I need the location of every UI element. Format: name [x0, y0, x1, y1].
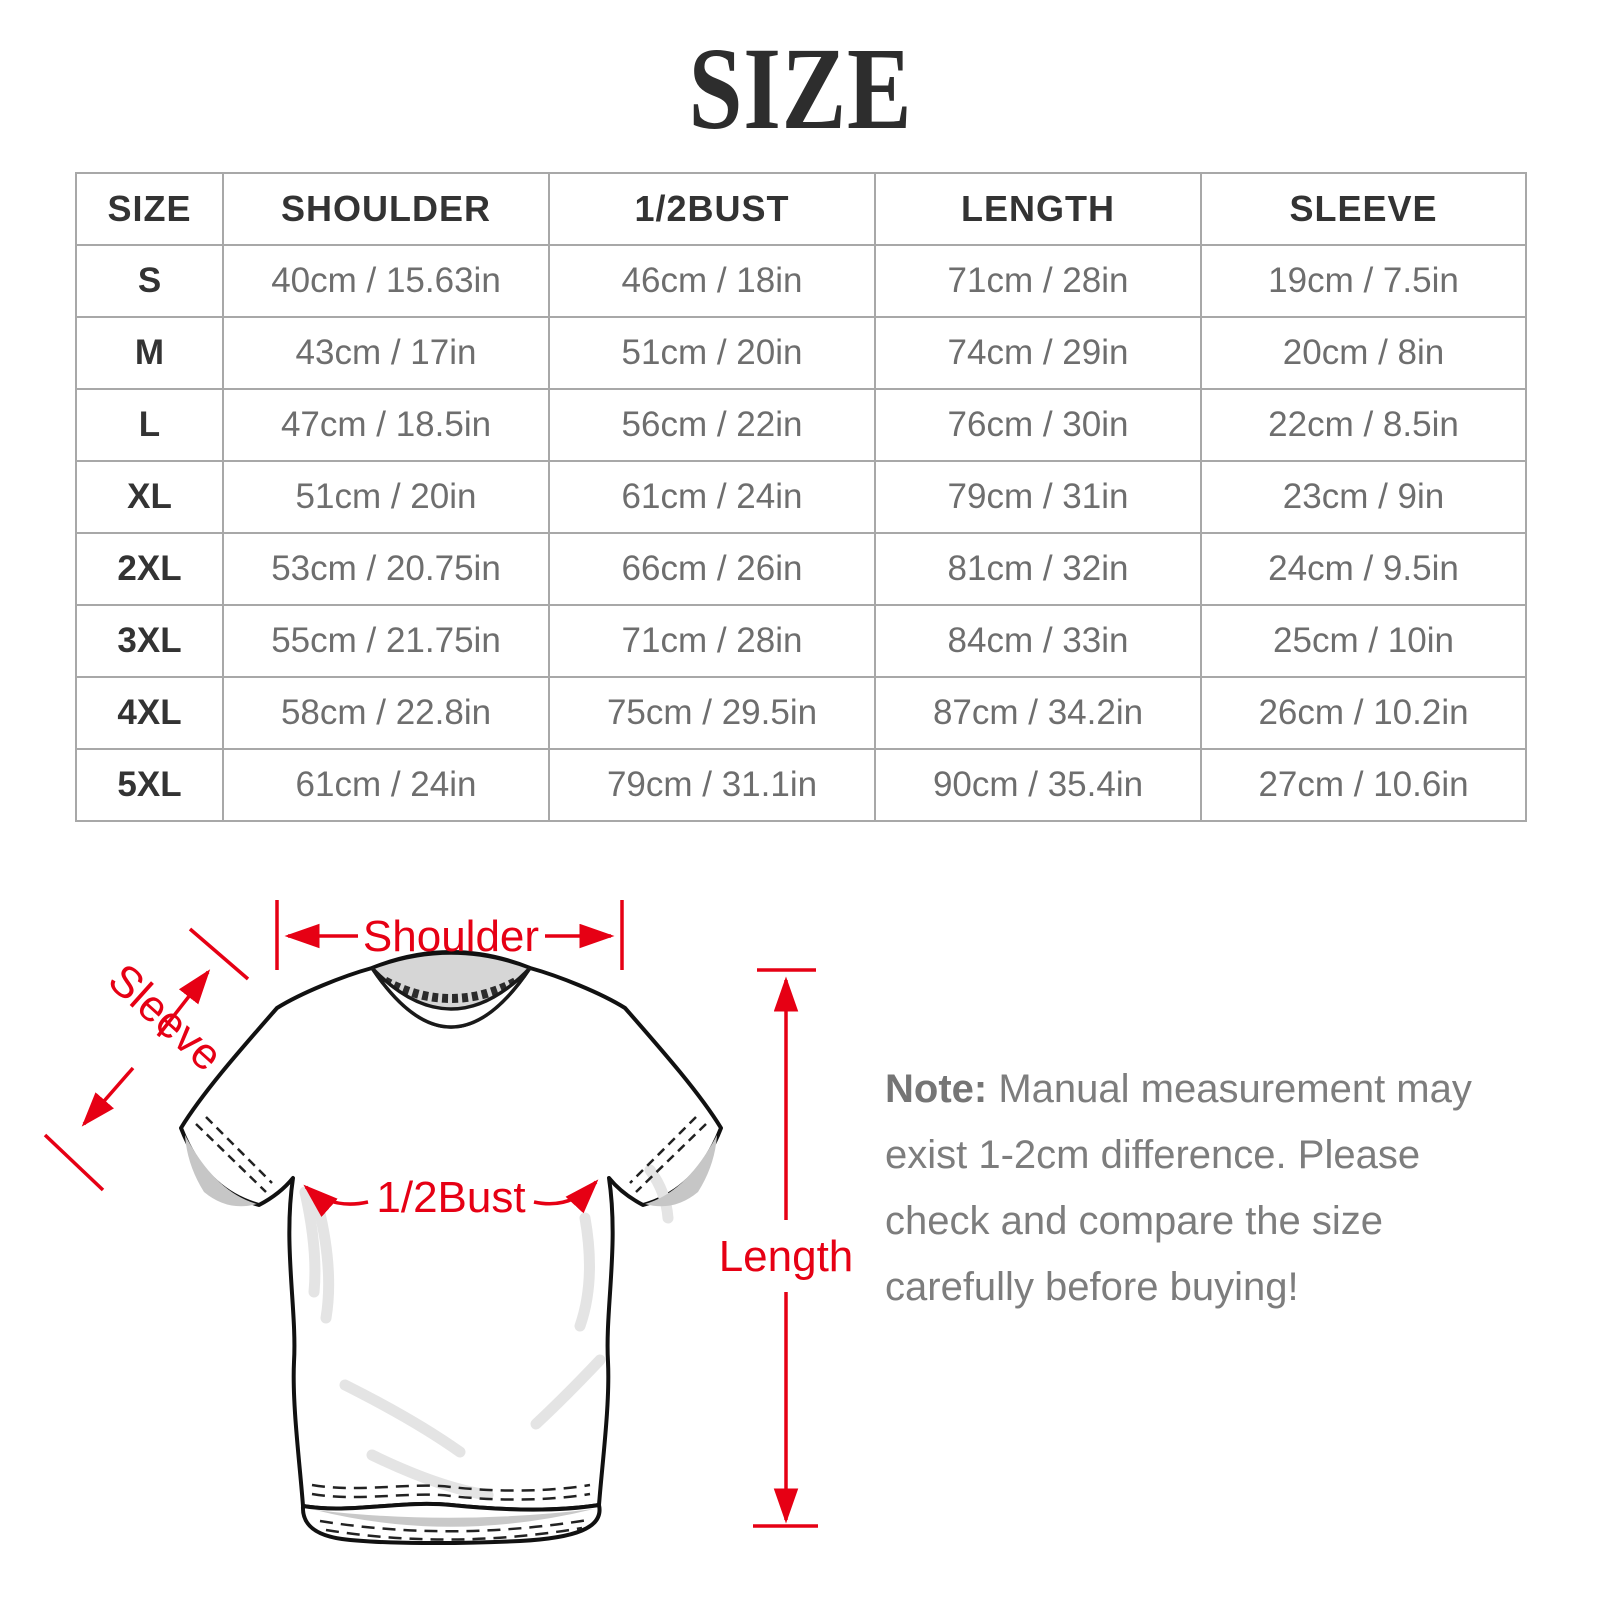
wrinkle-shading: [299, 1164, 674, 1501]
measurement-cell: 40cm / 15.63in: [222, 244, 550, 318]
half-bust-dimension: 1/2Bust: [303, 1173, 599, 1222]
measurement-cell: 81cm / 32in: [874, 532, 1202, 606]
measurement-cell: 71cm / 28in: [874, 244, 1202, 318]
measurement-cell: 22cm / 8.5in: [1200, 388, 1527, 462]
measurement-cell: 46cm / 18in: [548, 244, 876, 318]
tshirt-diagram: Shoulder Sleeve 1/2Bust Length: [43, 900, 854, 1546]
length-dimension: Length: [719, 968, 854, 1528]
size-label-cell: 3XL: [75, 604, 224, 678]
measurement-cell: 76cm / 30in: [874, 388, 1202, 462]
length-label: Length: [719, 1232, 854, 1281]
measurement-cell: 79cm / 31.1in: [548, 748, 876, 822]
measurement-cell: 25cm / 10in: [1200, 604, 1527, 678]
table-row: L 47cm / 18.5in 56cm / 22in 76cm / 30in 22cm…: [75, 388, 1527, 462]
size-chart-table: SIZE SHOULDER 1/2BUST LENGTH SLEEVE S 40cm / …: [75, 172, 1527, 822]
sleeve-label: Sleeve: [99, 954, 232, 1080]
measurement-cell: 79cm / 31in: [874, 460, 1202, 534]
column-header: SHOULDER: [222, 172, 550, 246]
table-row: S 40cm / 15.63in 46cm / 18in 71cm / 28in 19c…: [75, 244, 1527, 318]
measurement-cell: 51cm / 20in: [222, 460, 550, 534]
table-row: 4XL 58cm / 22.8in 75cm / 29.5in 87cm / 34.2…: [75, 676, 1527, 750]
shoulder-dimension: Shoulder: [275, 900, 624, 970]
table-row: 5XL 61cm / 24in 79cm / 31.1in 90cm / 35.4in…: [75, 748, 1527, 822]
measurement-cell: 56cm / 22in: [548, 388, 876, 462]
note-text: Note: Manual measurement may exist 1-2cm…: [885, 1056, 1485, 1320]
table-header-row: SIZE SHOULDER 1/2BUST LENGTH SLEEVE: [75, 172, 1527, 246]
size-label-cell: S: [75, 244, 224, 318]
measurement-cell: 74cm / 29in: [874, 316, 1202, 390]
collar: [369, 951, 533, 1029]
table-body: S 40cm / 15.63in 46cm / 18in 71cm / 28in 19c…: [75, 244, 1527, 822]
measurement-cell: 27cm / 10.6in: [1200, 748, 1527, 822]
table-row: 2XL 53cm / 20.75in 66cm / 26in 81cm / 32in 2…: [75, 532, 1527, 606]
collar-rib-band: [370, 966, 532, 1029]
measurement-cell: 53cm / 20.75in: [222, 532, 550, 606]
size-label-cell: 2XL: [75, 532, 224, 606]
measurement-cell: 26cm / 10.2in: [1200, 676, 1527, 750]
size-label-cell: 5XL: [75, 748, 224, 822]
right-sleeve-cuff: [629, 1116, 717, 1207]
size-label-cell: XL: [75, 460, 224, 534]
shoulder-label: Shoulder: [363, 912, 539, 961]
measurement-cell: 75cm / 29.5in: [548, 676, 876, 750]
measurement-cell: 58cm / 22.8in: [222, 676, 550, 750]
tshirt-outline: [179, 950, 723, 1512]
measurement-cell: 19cm / 7.5in: [1200, 244, 1527, 318]
measurement-cell: 20cm / 8in: [1200, 316, 1527, 390]
measurement-cell: 47cm / 18.5in: [222, 388, 550, 462]
size-label-cell: 4XL: [75, 676, 224, 750]
left-sleeve-cuff: [185, 1116, 273, 1207]
size-chart: SIZE SHOULDER 1/2BUST LENGTH SLEEVE S 40cm / …: [75, 172, 1527, 822]
size-label-cell: L: [75, 388, 224, 462]
page-title: SIZE: [688, 23, 912, 154]
column-header: 1/2BUST: [548, 172, 876, 246]
note-body: Manual measurement may exist 1-2cm diffe…: [885, 1067, 1472, 1309]
note-prefix: Note:: [885, 1067, 988, 1111]
measurement-cell: 84cm / 33in: [874, 604, 1202, 678]
measurement-cell: 90cm / 35.4in: [874, 748, 1202, 822]
measurement-cell: 87cm / 34.2in: [874, 676, 1202, 750]
table-row: 3XL 55cm / 21.75in 71cm / 28in 84cm / 33in 2…: [75, 604, 1527, 678]
measurement-cell: 24cm / 9.5in: [1200, 532, 1527, 606]
size-label-cell: M: [75, 316, 224, 390]
column-header: LENGTH: [874, 172, 1202, 246]
tshirt-illustration: [179, 950, 723, 1546]
measurement-cell: 55cm / 21.75in: [222, 604, 550, 678]
measurement-cell: 71cm / 28in: [548, 604, 876, 678]
table-row: XL 51cm / 20in 61cm / 24in 79cm / 31in 23cm …: [75, 460, 1527, 534]
collar-tape: [382, 977, 520, 1003]
page-title-wrap: SIZE: [0, 30, 1600, 148]
measurement-cell: 43cm / 17in: [222, 316, 550, 390]
measurement-cell: 61cm / 24in: [222, 748, 550, 822]
half-bust-label: 1/2Bust: [376, 1173, 525, 1222]
table-row: M 43cm / 17in 51cm / 20in 74cm / 29in 20cm /…: [75, 316, 1527, 390]
measurement-cell: 61cm / 24in: [548, 460, 876, 534]
hem: [300, 1483, 602, 1546]
column-header: SLEEVE: [1200, 172, 1527, 246]
measurement-cell: 23cm / 9in: [1200, 460, 1527, 534]
measurement-cell: 66cm / 26in: [548, 532, 876, 606]
measurement-cell: 51cm / 20in: [548, 316, 876, 390]
column-header: SIZE: [75, 172, 224, 246]
